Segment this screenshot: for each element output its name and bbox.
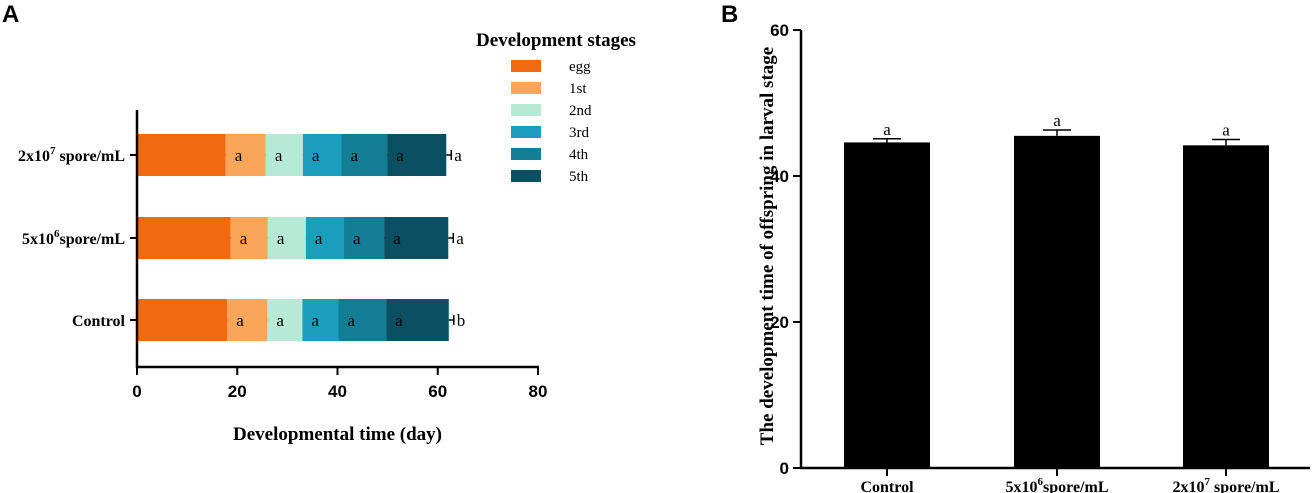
category-label-row-2: Control <box>72 313 126 330</box>
x-tick-label-1: 20 <box>228 382 247 401</box>
panel-b-letter: B <box>721 1 738 28</box>
bar-egg-row-0 <box>137 134 226 176</box>
bar-5th-row-0 <box>387 134 447 176</box>
bar-4th-row-2 <box>338 299 387 341</box>
panel-a-letter: A <box>2 1 19 28</box>
x-tick-label-3: 60 <box>428 382 447 401</box>
category-label-2-tail: spore/mL <box>1210 479 1279 493</box>
bar-3rd-row-0 <box>302 134 342 176</box>
legend-swatch-1st <box>511 82 541 94</box>
sig-label-4th-row-1: a <box>353 229 361 248</box>
y-tick-label-2: 40 <box>770 167 789 186</box>
legend-label-4th: 4th <box>569 147 589 163</box>
category-label-0-base: Control <box>860 479 914 493</box>
legend-title: Development stages <box>476 30 636 51</box>
total-sig-label-row-1: a <box>456 229 464 248</box>
bar-5th-row-1 <box>384 217 449 259</box>
sig-label-0: a <box>883 120 891 139</box>
bar-1 <box>1014 135 1100 468</box>
category-label-0: Control <box>860 479 914 493</box>
bar-0 <box>844 142 930 469</box>
sig-label-2nd-row-0: a <box>275 146 283 165</box>
bar-2nd-row-1 <box>267 217 306 259</box>
x-tick-label-0: 0 <box>132 382 141 401</box>
category-label-2: 2x107 spore/mL <box>1173 476 1280 493</box>
category-label-row-0-base: 2x10 <box>18 148 50 165</box>
category-label-2-base: 2x10 <box>1173 479 1205 493</box>
legend-label-3rd: 3rd <box>569 125 589 141</box>
total-sig-label-row-0: a <box>454 146 462 165</box>
sig-label-1st-row-1: a <box>240 229 248 248</box>
y-axis-title: The development time of offspring in lar… <box>757 47 778 445</box>
legend-swatch-5th <box>511 170 541 182</box>
sig-label-5th-row-1: a <box>393 229 401 248</box>
category-label-row-1-base: 5x10 <box>22 231 54 248</box>
bar-1st-row-1 <box>230 217 268 259</box>
sig-label-3rd-row-0: a <box>312 146 320 165</box>
legend-swatch-2nd <box>511 104 541 116</box>
sig-label-4th-row-2: a <box>348 311 356 330</box>
bar-4th-row-1 <box>344 217 385 259</box>
legend-label-2nd: 2nd <box>569 103 592 119</box>
x-tick-label-4: 80 <box>529 382 548 401</box>
category-label-row-0: 2x107 spore/mL <box>18 145 125 165</box>
category-label-row-1: 5x106spore/mL <box>22 228 125 248</box>
sig-label-1st-row-2: a <box>236 311 244 330</box>
category-label-row-2-base: Control <box>72 313 126 330</box>
y-tick-label-3: 60 <box>770 21 789 40</box>
bar-2nd-row-2 <box>267 299 303 341</box>
sig-label-2nd-row-2: a <box>276 311 284 330</box>
bar-1st-row-0 <box>225 134 266 176</box>
sig-label-2: a <box>1222 121 1230 140</box>
category-label-row-0-tail: spore/mL <box>56 148 125 165</box>
bar-2 <box>1183 145 1269 468</box>
legend-label-5th: 5th <box>569 169 589 185</box>
y-tick-label-1: 20 <box>770 313 789 332</box>
category-label-1-sup: 6 <box>1038 476 1044 488</box>
category-label-row-1-sup: 6 <box>54 228 60 240</box>
category-label-1-base: 5x10 <box>1006 479 1038 493</box>
total-sig-label-row-2: b <box>457 311 466 330</box>
bar-1st-row-2 <box>227 299 268 341</box>
bar-5th-row-2 <box>386 299 449 341</box>
bar-2nd-row-0 <box>265 134 303 176</box>
category-label-1: 5x106spore/mL <box>1006 476 1109 493</box>
y-tick-label-0: 0 <box>780 459 789 478</box>
sig-label-4th-row-0: a <box>351 146 359 165</box>
legend-label-1st: 1st <box>569 81 587 97</box>
sig-label-3rd-row-2: a <box>311 311 319 330</box>
bar-3rd-row-1 <box>305 217 345 259</box>
bar-3rd-row-2 <box>302 299 339 341</box>
sig-label-5th-row-2: a <box>395 311 403 330</box>
bar-4th-row-0 <box>341 134 388 176</box>
legend-swatch-3rd <box>511 126 541 138</box>
x-tick-label-2: 40 <box>328 382 347 401</box>
sig-label-5th-row-0: a <box>396 146 404 165</box>
x-axis-title: Developmental time (day) <box>233 424 442 445</box>
category-label-2-sup: 7 <box>1205 476 1211 488</box>
category-label-1-tail: spore/mL <box>1043 479 1108 493</box>
sig-label-1st-row-0: a <box>235 146 243 165</box>
category-label-row-1-tail: spore/mL <box>60 231 125 248</box>
sig-label-2nd-row-1: a <box>277 229 285 248</box>
legend-swatch-egg <box>511 60 541 72</box>
bar-egg-row-2 <box>137 299 228 341</box>
category-label-row-0-sup: 7 <box>50 145 56 157</box>
legend-label-egg: egg <box>569 59 591 75</box>
sig-label-1: a <box>1053 111 1061 130</box>
legend-swatch-4th <box>511 148 541 160</box>
bar-egg-row-1 <box>137 217 231 259</box>
sig-label-3rd-row-1: a <box>315 229 323 248</box>
